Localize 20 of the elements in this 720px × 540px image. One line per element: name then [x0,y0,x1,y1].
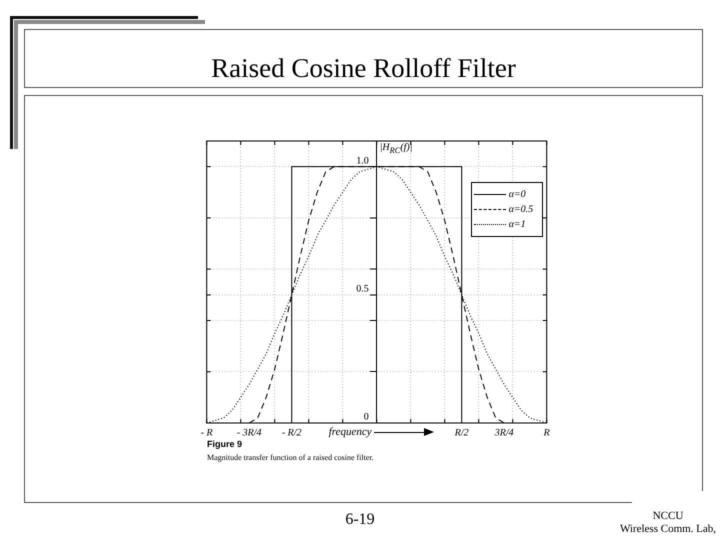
x-tick-label: R [542,428,550,439]
legend-label: α=0.5 [508,204,534,215]
legend-label: α=0 [508,189,526,200]
x-tick-label: - 3R/4 [236,428,262,439]
x-tick-label: 3R/4 [494,428,514,439]
y-axis-title: |H$_{RC}$(f)| [380,142,413,157]
x-tick-label: R/2 [454,428,469,439]
text: 6-19 [345,511,375,528]
x-axis-title: frequency [328,426,372,439]
text: Magnitude transfer function of a raised cosine filter. [207,453,374,462]
y-tick-label: 0.5 [356,283,369,294]
y-tick-label: 1.0 [356,155,369,166]
x-tick-label: - R/2 [282,428,302,439]
text: NCCU [652,510,684,522]
caption: Figure 9 [207,439,242,449]
chart-title: Raised Cosine Rolloff Filter [211,53,516,84]
x-tick-label: - R [200,428,213,439]
legend-label: α=1 [508,219,526,230]
text: Wireless Comm. Lab, [620,523,716,535]
y-tick-label: 0 [364,412,369,423]
